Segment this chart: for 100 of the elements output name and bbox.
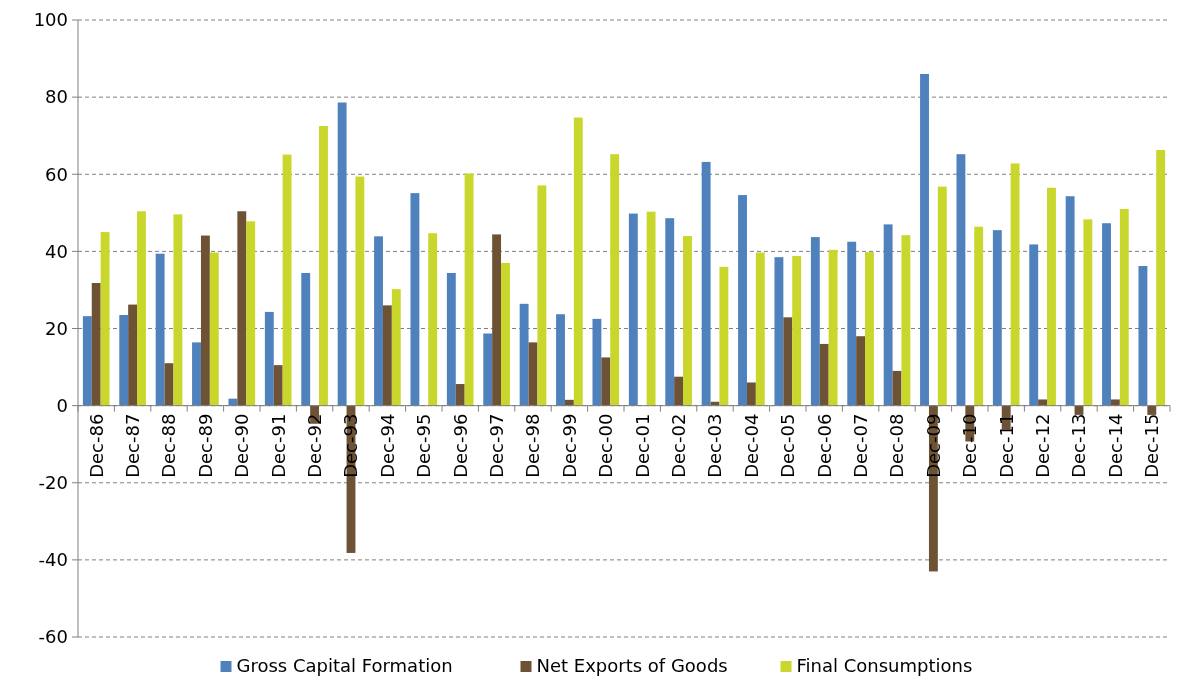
bar xyxy=(355,176,365,406)
bar xyxy=(537,185,547,406)
bar xyxy=(382,305,392,406)
y-tick-label: 100 xyxy=(33,9,68,31)
bar xyxy=(1029,244,1039,406)
bar xyxy=(665,218,675,406)
x-tick-label: Dec-99 xyxy=(558,413,580,478)
x-tick-label: Dec-98 xyxy=(522,413,544,478)
y-tick-label: 20 xyxy=(45,317,68,339)
bar xyxy=(937,186,947,406)
bar xyxy=(1038,399,1048,406)
bar xyxy=(446,272,456,406)
x-tick-label: Dec-02 xyxy=(667,413,689,478)
x-tick-label: Dec-09 xyxy=(922,413,944,478)
bar xyxy=(701,161,711,406)
bar xyxy=(91,283,101,406)
bar xyxy=(738,195,747,406)
x-tick-label: Dec-97 xyxy=(485,413,507,478)
bar xyxy=(209,252,219,406)
x-tick-label: Dec-96 xyxy=(449,413,471,478)
bar xyxy=(646,211,656,406)
bar xyxy=(301,272,311,406)
bar xyxy=(792,256,802,406)
bar xyxy=(464,173,474,406)
bar xyxy=(956,154,966,406)
bar xyxy=(1119,208,1129,406)
bar xyxy=(173,214,183,406)
bar xyxy=(601,357,611,406)
y-tick-label: 40 xyxy=(45,240,68,262)
bar xyxy=(246,221,256,406)
bar xyxy=(674,376,684,406)
x-tick-label: Dec-94 xyxy=(376,413,398,478)
x-tick-label: Dec-90 xyxy=(231,413,253,478)
bar xyxy=(1047,187,1056,406)
x-tick-label: Dec-06 xyxy=(813,413,835,478)
x-tick-label: Dec-92 xyxy=(303,413,325,478)
x-tick-label: Dec-86 xyxy=(85,413,107,478)
bar xyxy=(501,262,510,406)
bar xyxy=(1083,219,1093,406)
bar xyxy=(573,117,583,406)
bar xyxy=(374,236,383,406)
bar xyxy=(920,73,929,406)
bar xyxy=(755,252,765,406)
bar xyxy=(1102,223,1111,406)
y-tick-label: 80 xyxy=(45,86,68,108)
x-tick-label: Dec-01 xyxy=(631,413,653,478)
bar xyxy=(137,211,146,406)
bar xyxy=(264,311,274,406)
bar xyxy=(828,249,838,406)
x-tick-label: Dec-11 xyxy=(995,413,1017,478)
bar xyxy=(492,234,502,406)
bar xyxy=(901,235,911,406)
x-tick-label: Dec-88 xyxy=(158,413,180,478)
bar xyxy=(746,382,756,406)
bar xyxy=(200,235,210,406)
bar xyxy=(683,235,692,406)
bar xyxy=(391,289,401,406)
bar xyxy=(1010,163,1020,406)
x-tick-label: Dec-10 xyxy=(959,413,981,478)
bar xyxy=(282,154,292,406)
x-tick-label: Dec-14 xyxy=(1104,413,1126,478)
bar xyxy=(974,226,984,406)
bar xyxy=(455,384,465,406)
x-tick-label: Dec-05 xyxy=(777,413,799,478)
bar xyxy=(774,257,784,406)
bar xyxy=(1138,266,1148,406)
bar xyxy=(719,266,729,406)
bar xyxy=(337,102,347,406)
bar xyxy=(273,365,283,406)
bar xyxy=(237,211,247,406)
x-tick-label: Dec-15 xyxy=(1141,413,1163,478)
bar xyxy=(1065,196,1075,406)
x-tick-label: Dec-91 xyxy=(267,413,289,478)
x-tick-label: Dec-03 xyxy=(704,413,726,478)
bar xyxy=(1156,149,1166,406)
bar xyxy=(856,336,866,406)
bar xyxy=(410,193,420,406)
bar xyxy=(128,304,138,406)
bar xyxy=(82,316,92,406)
bar xyxy=(483,333,493,406)
x-tick-label: Dec-08 xyxy=(886,413,908,478)
bar xyxy=(992,230,1002,406)
y-tick-label: 60 xyxy=(45,163,68,185)
y-tick-label: -60 xyxy=(38,626,68,648)
legend-label: Final Consumptions xyxy=(796,655,973,676)
legend-label: Net Exports of Goods xyxy=(536,655,728,676)
y-tick-label: 0 xyxy=(56,394,68,416)
bar xyxy=(1147,405,1157,415)
x-tick-label: Dec-00 xyxy=(595,413,617,478)
bar xyxy=(883,224,893,406)
x-tick-label: Dec-12 xyxy=(1031,413,1053,478)
bar xyxy=(155,253,165,406)
x-tick-label: Dec-07 xyxy=(849,413,871,478)
x-tick-label: Dec-04 xyxy=(740,413,762,478)
bar xyxy=(100,232,110,406)
x-tick-label: Dec-13 xyxy=(1068,413,1090,478)
y-tick-label: -20 xyxy=(38,472,68,494)
bar xyxy=(810,237,820,406)
bar xyxy=(865,252,874,406)
bar xyxy=(556,314,565,406)
